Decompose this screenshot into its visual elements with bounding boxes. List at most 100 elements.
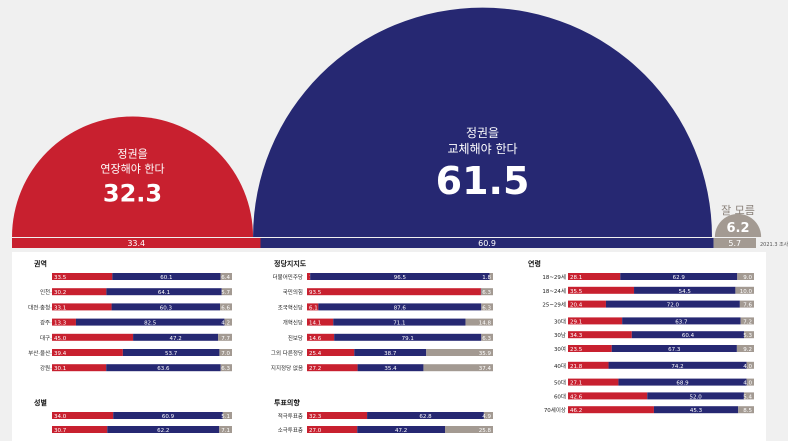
bar-row: 40대 21.8 74.2 4.0 [554, 361, 754, 370]
value-keep: 27.0 [309, 428, 322, 434]
bar-unknown [465, 318, 493, 326]
value-change: 35.4 [384, 366, 397, 372]
panel-title: 연령 [528, 259, 541, 268]
bar-change [620, 273, 738, 280]
bar-unknown [219, 426, 232, 433]
bar-row: 개혁신당 14.1 71.1 14.8 [283, 318, 493, 327]
bar-unknown [737, 273, 754, 280]
value-change: 74.2 [671, 364, 683, 370]
value-change: 54.5 [679, 289, 692, 295]
bar-keep [307, 412, 368, 419]
bar-row: 더불어민주당1.796.51.8 [273, 273, 493, 281]
value-keep: 30.1 [54, 366, 66, 372]
prev-unknown-bar [713, 238, 756, 248]
value-keep: 45.0 [54, 336, 67, 342]
value-keep: 23.5 [570, 347, 583, 353]
category-label: 18~24세 [542, 287, 566, 295]
value-change: 52.0 [689, 394, 702, 400]
category-label: 강원·제주 [40, 364, 62, 372]
bar-unknown [481, 303, 493, 311]
value-unknown: 4.9 [482, 414, 491, 420]
category-label: 부산·울산·경남 [28, 349, 62, 357]
bar-change [618, 378, 747, 386]
unknown-semicircle [714, 213, 762, 237]
value-unknown: 7.1 [221, 428, 230, 434]
bar-change [611, 345, 737, 352]
bar-keep [307, 364, 358, 372]
bar-keep [52, 426, 108, 433]
bar-change [112, 273, 221, 280]
bar-keep [52, 288, 107, 296]
value-unknown: 37.4 [479, 366, 492, 372]
bar-change [113, 412, 223, 419]
bar-change [608, 361, 747, 369]
value-change: 38.7 [384, 351, 397, 357]
value-keep: 34.3 [570, 333, 583, 339]
bar-unknown [738, 406, 754, 414]
change-label: 정권을 [466, 126, 499, 140]
bar-unknown [489, 273, 493, 280]
category-label: 30여 [554, 345, 566, 353]
bar-unknown [219, 349, 232, 356]
bar-keep [568, 345, 612, 352]
bar-unknown [220, 364, 232, 372]
value-unknown: 6.6 [221, 305, 230, 311]
category-label: 국민의힘 [283, 288, 303, 296]
category-label: 더불어민주당 [273, 273, 303, 281]
value-change: 62.2 [157, 428, 169, 434]
bar-keep [307, 349, 355, 356]
value-keep: 34.0 [54, 414, 67, 420]
prev-keep-bar [12, 238, 261, 248]
bar-keep [568, 300, 606, 308]
bar-unknown [426, 349, 493, 356]
value-unknown: 9.2 [743, 347, 752, 353]
category-label: 30대 [554, 317, 566, 325]
value-unknown: 7.2 [743, 319, 752, 325]
category-label: 대전·충청·세종 [28, 303, 62, 311]
value-unknown: 4.0 [743, 364, 752, 370]
value-change: 79.1 [402, 336, 414, 342]
survey-note: 2021.3 조사 [760, 241, 788, 248]
value-keep: 39.4 [54, 351, 67, 357]
value-unknown: 6.3 [221, 366, 230, 372]
bar-unknown [740, 317, 754, 325]
bar-change [107, 426, 220, 433]
unknown-label: 잘 모름 [721, 204, 755, 217]
bar-keep [52, 273, 113, 280]
bar-unknown [445, 426, 493, 433]
bar-row: 그외 다른정당 25.4 38.7 35.9 [271, 349, 493, 357]
bar-row: 조국혁신당 6.1 87.6 6.3 [278, 303, 493, 311]
value-unknown: 1.8 [482, 275, 491, 281]
value-change: 82.5 [144, 321, 157, 327]
change-label: 교체해야 한다 [447, 142, 517, 156]
value-keep: 13.3 [54, 321, 67, 327]
bar-keep [307, 333, 335, 341]
value-change: 60.3 [160, 305, 173, 311]
bar-keep [52, 364, 107, 372]
category-label: 대구·경북 [40, 334, 62, 342]
category-label: 개혁신당 [283, 319, 303, 327]
bar-change [367, 412, 484, 419]
value-keep: 14.6 [309, 336, 322, 342]
category-label: 25~29세 [542, 301, 566, 309]
category-label: 30남 [554, 331, 566, 339]
value-unknown: 25.8 [479, 428, 492, 434]
value-unknown: 6.3 [482, 290, 491, 296]
bar-unknown [224, 318, 232, 326]
bar-keep [568, 361, 609, 369]
bar-unknown [483, 412, 493, 419]
bar-change [133, 333, 219, 341]
panel-1: 정당지지도더불어민주당1.796.51.8국민의힘93.50.26.3조국혁신당… [271, 259, 495, 372]
value-unknown: 8.5 [743, 408, 752, 414]
bar-unknown [423, 364, 493, 372]
bar-row: 적극투표층 32.3 62.8 4.9 [278, 412, 493, 420]
value-change: 45.3 [690, 408, 703, 414]
category-label: 진보당 [288, 334, 303, 342]
bar-keep [568, 286, 635, 294]
